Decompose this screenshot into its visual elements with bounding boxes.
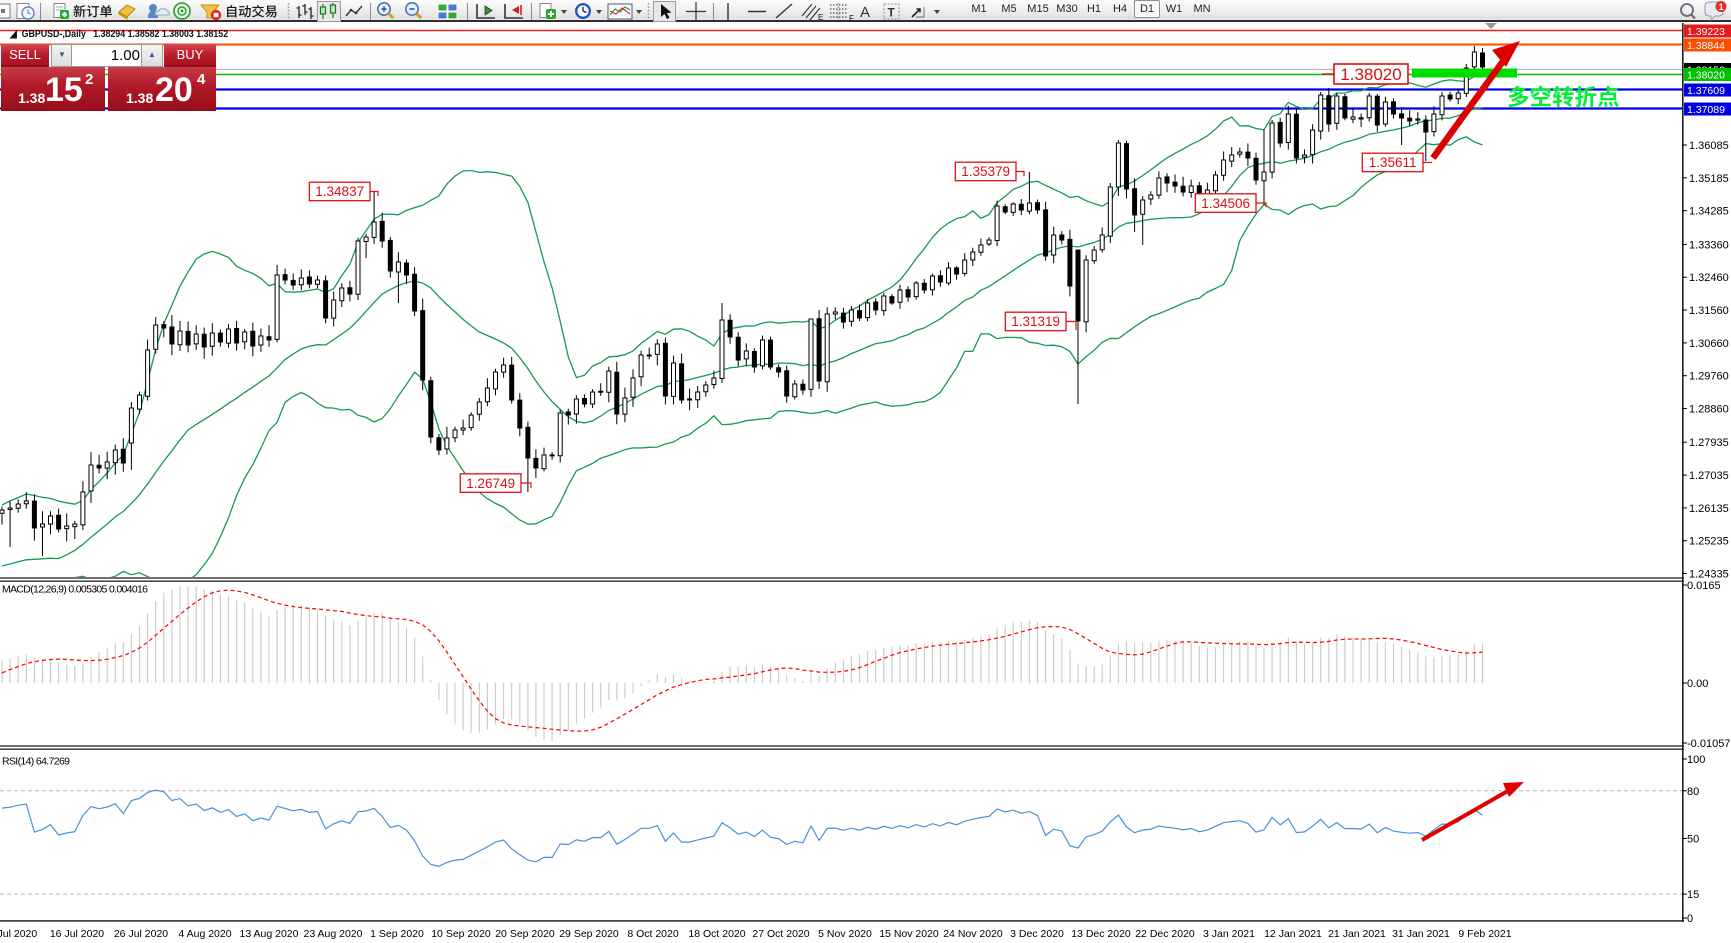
svg-text:1.35185: 1.35185 [1689,173,1729,185]
svg-text:E: E [818,13,823,22]
svg-text:6 Jul 2020: 6 Jul 2020 [0,928,37,940]
svg-text:1.24335: 1.24335 [1689,569,1729,581]
svg-text:1.27035: 1.27035 [1689,470,1729,482]
svg-text:1: 1 [1719,2,1724,12]
svg-text:1.32460: 1.32460 [1689,272,1729,284]
svg-text:1.27935: 1.27935 [1689,437,1729,449]
svg-text:1.37089: 1.37089 [1687,104,1725,116]
svg-text:100: 100 [1687,754,1705,766]
svg-text:1.34506: 1.34506 [1201,196,1250,211]
svg-text:F: F [849,14,854,23]
svg-text:1.26135: 1.26135 [1689,503,1729,515]
svg-text:12 Jan 2021: 12 Jan 2021 [1264,928,1322,940]
svg-text:A: A [860,4,870,21]
svg-text:50: 50 [1687,834,1699,846]
svg-text:13 Aug 2020: 13 Aug 2020 [240,928,299,940]
svg-text:1.25235: 1.25235 [1689,536,1729,548]
svg-text:26 Jul 2020: 26 Jul 2020 [114,928,168,940]
svg-text:RSI(14) 64.7269: RSI(14) 64.7269 [2,756,70,768]
svg-text:1 Sep 2020: 1 Sep 2020 [370,928,424,940]
svg-text:15 Nov 2020: 15 Nov 2020 [879,928,939,940]
svg-text:1.36085: 1.36085 [1689,140,1729,152]
svg-text:1.31319: 1.31319 [1011,314,1060,329]
svg-text:22 Dec 2020: 22 Dec 2020 [1135,928,1195,940]
svg-text:0: 0 [1687,913,1693,925]
svg-text:1.33360: 1.33360 [1689,239,1729,251]
svg-text:29 Sep 2020: 29 Sep 2020 [559,928,619,940]
svg-text:0.00: 0.00 [1687,678,1708,690]
svg-text:1.28860: 1.28860 [1689,404,1729,416]
svg-text:20 Sep 2020: 20 Sep 2020 [495,928,555,940]
svg-text:1.39223: 1.39223 [1687,26,1725,38]
svg-text:1.29760: 1.29760 [1689,371,1729,383]
svg-text:10 Sep 2020: 10 Sep 2020 [431,928,491,940]
svg-text:15: 15 [1687,889,1699,901]
svg-text:5 Nov 2020: 5 Nov 2020 [818,928,872,940]
svg-text:1.31560: 1.31560 [1689,305,1729,317]
svg-text:18 Oct 2020: 18 Oct 2020 [688,928,745,940]
svg-text:1.38020: 1.38020 [1340,65,1401,84]
svg-text:1.26749: 1.26749 [466,476,515,491]
svg-text:1.34285: 1.34285 [1689,206,1729,218]
svg-text:0.0165: 0.0165 [1687,580,1721,592]
svg-text:1.35611: 1.35611 [1369,155,1417,170]
svg-text:1.38844: 1.38844 [1687,40,1725,52]
svg-text:1.38020: 1.38020 [1687,70,1725,82]
svg-text:3 Jan 2021: 3 Jan 2021 [1203,928,1255,940]
svg-text:13 Dec 2020: 13 Dec 2020 [1071,928,1131,940]
svg-text:21 Jan 2021: 21 Jan 2021 [1328,928,1386,940]
svg-text:27 Oct 2020: 27 Oct 2020 [752,928,809,940]
svg-text:1.37609: 1.37609 [1687,85,1725,97]
svg-text:16 Jul 2020: 16 Jul 2020 [50,928,104,940]
svg-text:1.35379: 1.35379 [961,164,1010,179]
svg-text:MACD(12,26,9) 0.005305 0.00401: MACD(12,26,9) 0.005305 0.004016 [2,584,148,596]
svg-text:T: T [888,6,896,20]
svg-text:4 Aug 2020: 4 Aug 2020 [178,928,231,940]
svg-text:23 Aug 2020: 23 Aug 2020 [304,928,363,940]
svg-text:1.34837: 1.34837 [315,184,364,199]
svg-text:3 Dec 2020: 3 Dec 2020 [1010,928,1064,940]
svg-text:9 Feb 2021: 9 Feb 2021 [1458,928,1511,940]
svg-text:8 Oct 2020: 8 Oct 2020 [627,928,679,940]
svg-text:31 Jan 2021: 31 Jan 2021 [1392,928,1450,940]
svg-text:80: 80 [1687,786,1699,798]
svg-text:24 Nov 2020: 24 Nov 2020 [943,928,1003,940]
svg-text:1.30660: 1.30660 [1689,338,1729,350]
